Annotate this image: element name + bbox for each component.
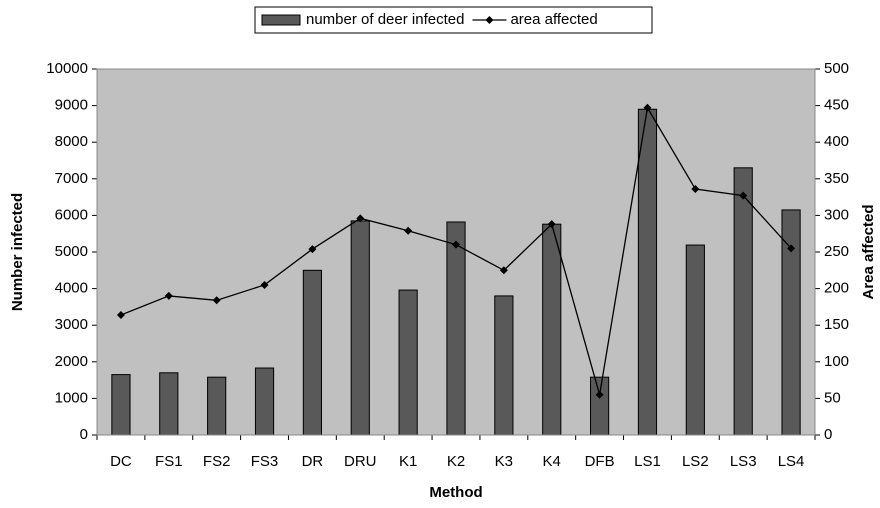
bar <box>685 244 705 436</box>
bar <box>111 374 131 436</box>
y-tick-label: 6000 <box>55 206 88 223</box>
y2-tick-label: 0 <box>824 426 832 443</box>
bar <box>398 289 418 436</box>
y2-tick-label: 50 <box>824 389 841 406</box>
line-marker <box>164 291 173 300</box>
legend-box <box>254 6 653 34</box>
x-tick-label: K2 <box>447 453 465 470</box>
x-tick-label: K3 <box>495 453 513 470</box>
y-tick-label: 1000 <box>55 389 88 406</box>
y2-tick-label: 100 <box>824 353 849 370</box>
x-tick-label: K4 <box>543 453 561 470</box>
y-tick-label: 5000 <box>55 243 88 260</box>
bar <box>733 167 753 436</box>
line-marker <box>452 240 460 249</box>
x-tick-label: LS4 <box>778 453 805 470</box>
y2-tick-label: 300 <box>824 206 849 223</box>
bar <box>350 220 370 436</box>
y2-axis-title: Area affected <box>860 204 877 299</box>
y-tick-label: 10000 <box>46 60 88 77</box>
line-marker <box>308 245 317 254</box>
y2-tick-label: 200 <box>824 280 849 297</box>
bar <box>590 376 610 436</box>
y-tick-label: 0 <box>80 426 88 443</box>
line-marker <box>595 390 604 399</box>
x-tick-label: LS1 <box>634 453 661 470</box>
y-tick-label: 2000 <box>55 353 88 370</box>
x-tick-label: LS3 <box>730 453 757 470</box>
line-marker <box>499 266 508 275</box>
bar <box>302 269 322 436</box>
line-marker <box>739 191 748 200</box>
y-tick-label: 4000 <box>55 280 88 297</box>
y2-tick-label: 400 <box>824 133 849 150</box>
plot-border <box>96 68 816 436</box>
x-tick-label: FS3 <box>251 453 279 470</box>
x-tick-label: FS1 <box>155 453 183 470</box>
y-tick-label: 7000 <box>55 170 88 187</box>
line-marker <box>547 220 556 229</box>
line-marker <box>643 103 652 112</box>
line-marker <box>404 226 413 235</box>
bar <box>637 108 658 436</box>
y-tick-label: 8000 <box>55 133 88 150</box>
bar <box>159 372 179 436</box>
line-marker <box>787 244 796 253</box>
x-tick-label: DC <box>110 453 132 470</box>
line-marker <box>356 214 365 223</box>
x-tick-label: K1 <box>399 453 417 470</box>
y2-tick-label: 150 <box>824 316 849 333</box>
bar <box>781 209 801 436</box>
legend-swatch <box>261 14 301 26</box>
y2-tick-label: 250 <box>824 243 849 260</box>
line-marker <box>212 296 221 305</box>
legend-label: number of deer infected <box>306 11 464 28</box>
y-axis-title: Number infected <box>9 193 26 311</box>
x-axis-title: Method <box>429 484 482 501</box>
x-tick-label: LS2 <box>682 453 709 470</box>
legend-label: area affected <box>510 11 597 28</box>
bar <box>207 376 227 436</box>
y2-tick-label: 450 <box>824 97 849 114</box>
bar <box>494 295 514 436</box>
bar <box>254 367 275 436</box>
y-tick-label: 9000 <box>55 97 88 114</box>
x-tick-label: FS2 <box>203 453 231 470</box>
y2-tick-label: 350 <box>824 170 849 187</box>
bar <box>542 223 562 436</box>
bar <box>446 221 466 436</box>
y2-tick-label: 500 <box>824 60 849 77</box>
line-marker <box>691 185 700 194</box>
x-tick-label: DRU <box>344 453 377 470</box>
x-tick-label: DR <box>302 453 324 470</box>
legend-marker <box>485 16 494 24</box>
line-marker <box>116 310 125 319</box>
x-tick-label: DFB <box>585 453 615 470</box>
y-tick-label: 3000 <box>55 316 88 333</box>
line-marker <box>260 280 269 289</box>
